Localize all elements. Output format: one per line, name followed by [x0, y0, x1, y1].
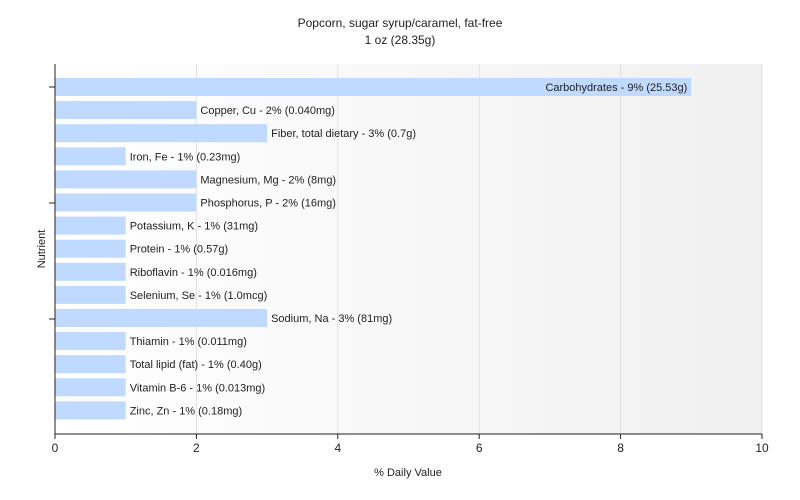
- bar: [55, 285, 126, 304]
- chart-subtitle: 1 oz (28.35g): [365, 33, 436, 47]
- bar-label: Phosphorus, P - 2% (16mg): [200, 198, 336, 210]
- bar: [55, 378, 126, 397]
- bar: [55, 309, 268, 327]
- bars: Carbohydrates - 9% (25.53g) Copper, Cu - …: [55, 78, 692, 420]
- bar: [55, 101, 197, 120]
- bar: [55, 239, 126, 258]
- bar-label: Protein - 1% (0.57g): [130, 244, 228, 256]
- x-tick-label: 0: [52, 441, 59, 455]
- bar-label: Iron, Fe - 1% (0.23mg): [130, 151, 241, 163]
- bar: [55, 124, 268, 143]
- bar-label: Selenium, Se - 1% (1.0mcg): [130, 290, 268, 302]
- bar: [55, 332, 126, 351]
- axes: 0 2 4 6 8 10: [49, 64, 769, 455]
- x-tick-label: 8: [617, 441, 624, 455]
- bar: [55, 193, 197, 212]
- bar-label: Magnesium, Mg - 2% (8mg): [200, 174, 336, 186]
- bar-label: Sodium, Na - 3% (81mg): [271, 313, 392, 325]
- chart-title: Popcorn, sugar syrup/caramel, fat-free: [298, 16, 503, 30]
- x-tick-label: 10: [755, 441, 769, 455]
- bar-label: Potassium, K - 1% (31mg): [130, 221, 258, 233]
- bar-label: Thiamin - 1% (0.011mg): [130, 336, 247, 348]
- x-tick-label: 2: [193, 441, 200, 455]
- bar-label: Fiber, total dietary - 3% (0.7g): [271, 128, 416, 140]
- bar: [55, 216, 126, 235]
- bar-label: Copper, Cu - 2% (0.040mg): [200, 105, 335, 117]
- x-tick-label: 6: [476, 441, 483, 455]
- bar-label: Carbohydrates - 9% (25.53g): [545, 82, 687, 94]
- bar: [55, 262, 126, 281]
- x-axis-label: % Daily Value: [374, 467, 442, 479]
- x-tick-label: 4: [334, 441, 341, 455]
- bar: [55, 170, 197, 189]
- bar: [55, 401, 126, 420]
- bar-label: Vitamin B-6 - 1% (0.013mg): [130, 382, 266, 394]
- bar-label: Zinc, Zn - 1% (0.18mg): [130, 405, 242, 417]
- bar: [55, 147, 126, 166]
- y-axis-label: Nutrient: [36, 230, 48, 269]
- bar: [55, 355, 126, 374]
- bar: [55, 78, 692, 96]
- bar-label: Riboflavin - 1% (0.016mg): [130, 267, 257, 279]
- bar-label: Total lipid (fat) - 1% (0.40g): [130, 359, 262, 371]
